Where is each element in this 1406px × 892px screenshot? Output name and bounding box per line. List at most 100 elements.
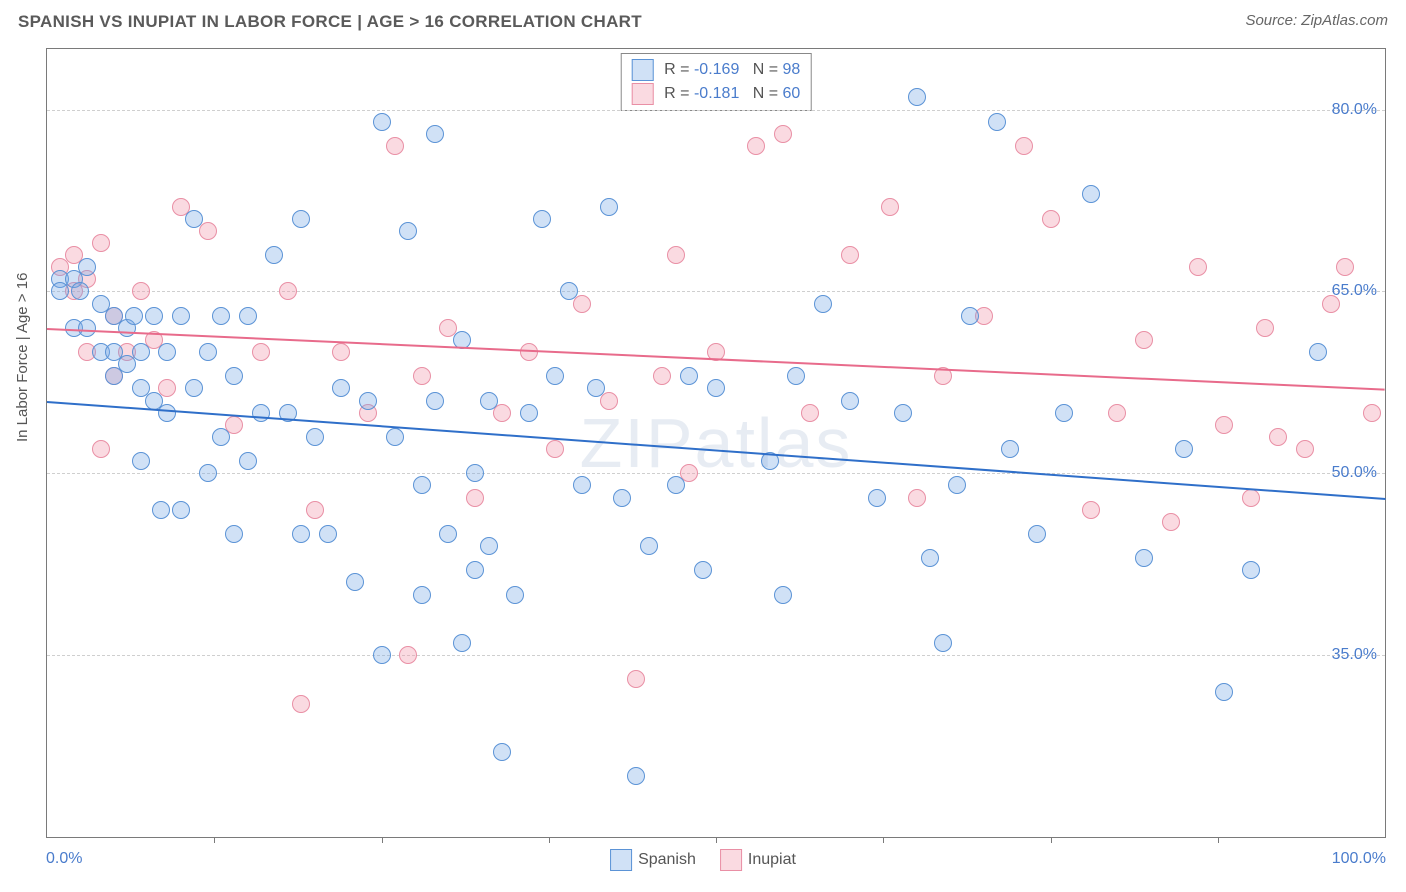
y-tick-label: 35.0% [1332,646,1377,664]
spanish-point [707,379,725,397]
spanish-point [868,489,886,507]
spanish-point [71,282,89,300]
spanish-point [158,343,176,361]
spanish-point [560,282,578,300]
inupiat-point [573,295,591,313]
spanish-point [480,537,498,555]
inupiat-point [653,367,671,385]
spanish-point [212,307,230,325]
spanish-point [787,367,805,385]
spanish-point [225,525,243,543]
spanish-point [199,464,217,482]
gridline [47,473,1385,474]
spanish-point [814,295,832,313]
spanish-point [132,452,150,470]
spanish-point [667,476,685,494]
inupiat-point [399,646,417,664]
spanish-point [413,476,431,494]
spanish-point [600,198,618,216]
legend-label: Spanish [638,851,696,868]
x-tick [883,837,884,843]
inupiat-point [881,198,899,216]
inupiat-point [132,282,150,300]
x-tick [1051,837,1052,843]
inupiat-point [1108,404,1126,422]
chart-title: SPANISH VS INUPIAT IN LABOR FORCE | AGE … [18,12,642,31]
spanish-point [1135,549,1153,567]
inupiat-point [1269,428,1287,446]
legend-item-inupiat: Inupiat [720,849,796,871]
spanish-point [894,404,912,422]
x-tick-label: 100.0% [1332,850,1386,868]
inupiat-swatch [720,849,742,871]
inupiat-point [1242,489,1260,507]
inupiat-point [1135,331,1153,349]
x-tick-label: 0.0% [46,850,82,868]
spanish-point [386,428,404,446]
spanish-point [132,343,150,361]
spanish-swatch [610,849,632,871]
spanish-point [239,307,257,325]
legend-label: Inupiat [748,851,796,868]
r-label: R = [664,85,689,102]
inupiat-point [667,246,685,264]
inupiat-swatch [632,83,654,105]
plot-area: ZIPatlas R = -0.169 N = 98 R = -0.181 N … [46,48,1386,838]
spanish-point [841,392,859,410]
spanish-swatch [632,59,654,81]
spanish-point [640,537,658,555]
legend-row-inupiat: R = -0.181 N = 60 [632,82,801,106]
spanish-point [185,379,203,397]
spanish-point [332,379,350,397]
spanish-point [399,222,417,240]
spanish-point [680,367,698,385]
legend-item-spanish: Spanish [610,849,696,871]
spanish-point [694,561,712,579]
spanish-point [961,307,979,325]
inupiat-point [801,404,819,422]
gridline [47,110,1385,111]
spanish-point [373,646,391,664]
spanish-point [774,586,792,604]
inupiat-point [279,282,297,300]
spanish-point [1309,343,1327,361]
r-value: -0.181 [694,85,739,102]
n-label: N = [753,85,778,102]
spanish-point [546,367,564,385]
legend-row-spanish: R = -0.169 N = 98 [632,58,801,82]
spanish-point [306,428,324,446]
spanish-point [292,525,310,543]
gridline [47,655,1385,656]
spanish-point [1055,404,1073,422]
inupiat-point [600,392,618,410]
r-label: R = [664,61,689,78]
spanish-point [199,343,217,361]
spanish-point [319,525,337,543]
spanish-point [172,501,190,519]
gridline [47,291,1385,292]
inupiat-point [332,343,350,361]
inupiat-point [92,440,110,458]
spanish-point [533,210,551,228]
spanish-point [346,573,364,591]
inupiat-point [747,137,765,155]
spanish-point [239,452,257,470]
correlation-legend: R = -0.169 N = 98 R = -0.181 N = 60 [621,53,812,111]
spanish-point [426,392,444,410]
inupiat-point [252,343,270,361]
spanish-point [613,489,631,507]
inupiat-point [1363,404,1381,422]
inupiat-point [413,367,431,385]
r-value: -0.169 [694,61,739,78]
x-tick [382,837,383,843]
spanish-point [125,307,143,325]
y-tick-label: 80.0% [1332,101,1377,119]
inupiat-point [386,137,404,155]
inupiat-point [908,489,926,507]
series-legend: Spanish Inupiat [610,849,796,871]
spanish-point [373,113,391,131]
inupiat-point [841,246,859,264]
spanish-point [466,464,484,482]
chart-source: Source: ZipAtlas.com [1245,12,1388,29]
spanish-point [413,586,431,604]
